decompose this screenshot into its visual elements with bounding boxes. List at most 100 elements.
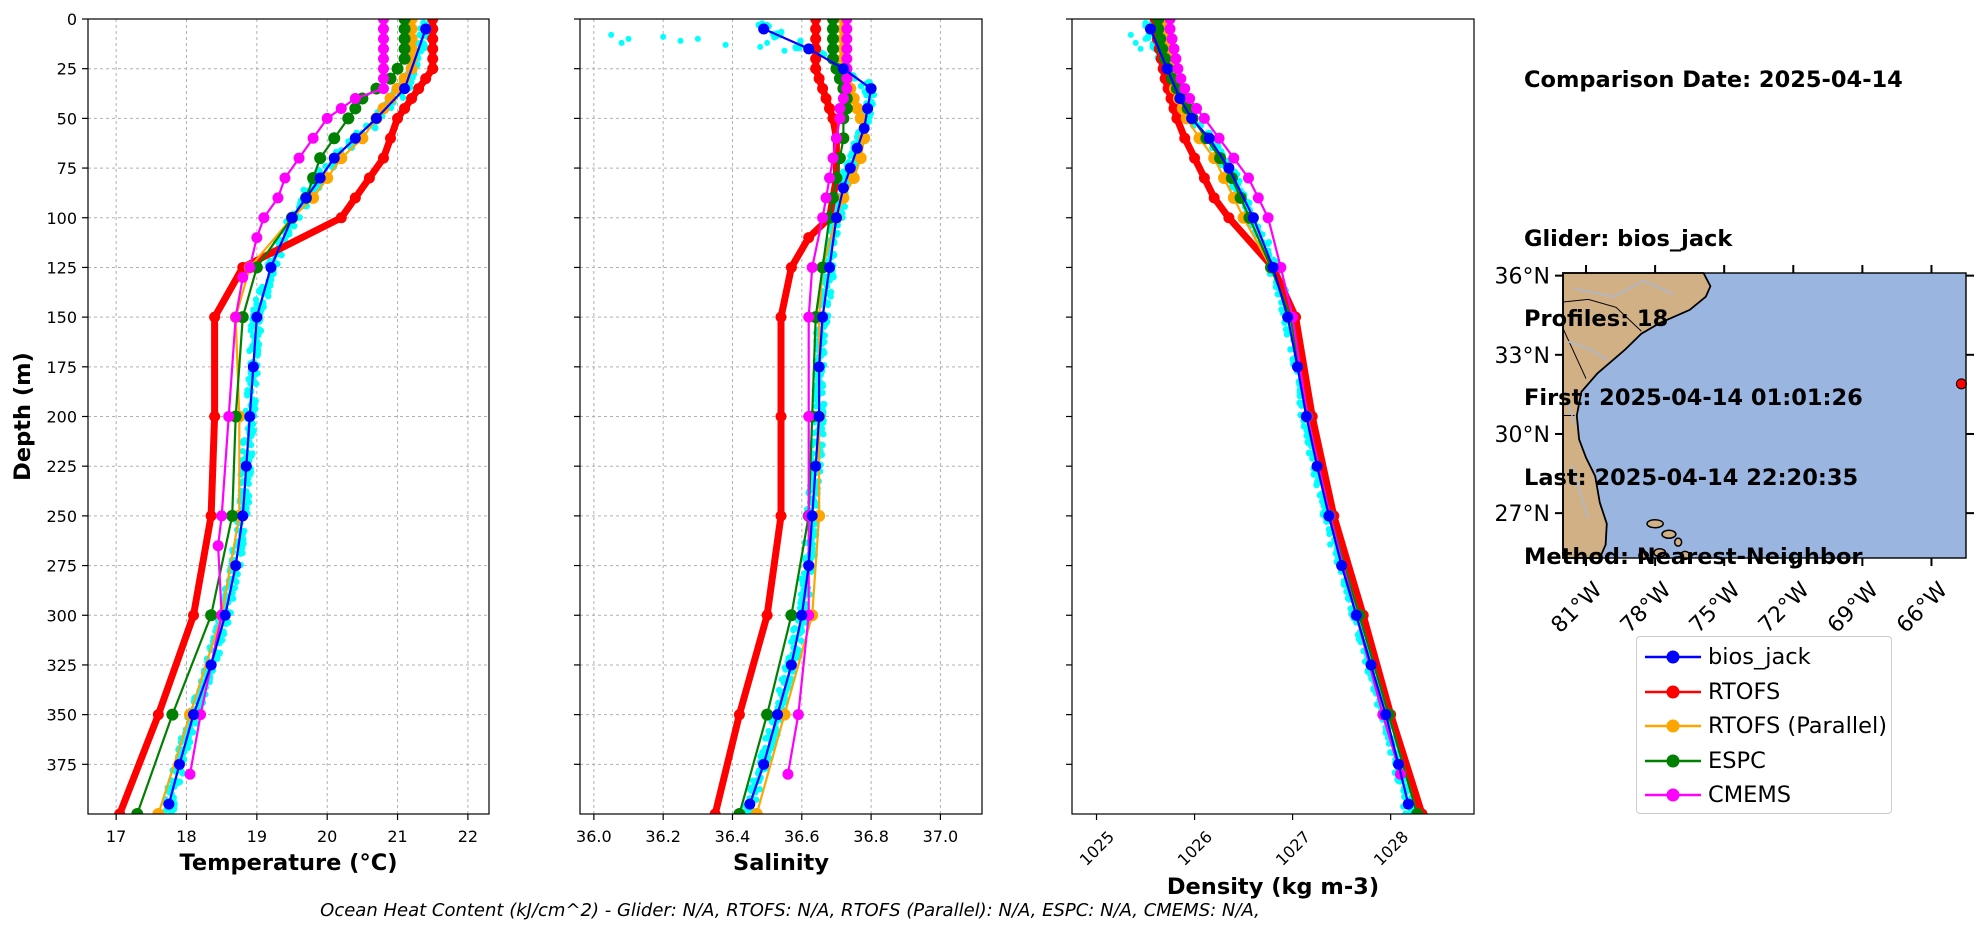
series-point — [733, 808, 746, 814]
axes-frame — [1071, 18, 1475, 815]
y-tick-label: 150 — [46, 308, 77, 327]
glider-scatter-point — [764, 39, 771, 46]
series-point — [244, 411, 256, 422]
glider-scatter-point — [801, 570, 808, 577]
series-point — [854, 112, 867, 125]
plot-area — [1127, 19, 1428, 814]
glider-scatter-point — [821, 401, 828, 408]
profile-panel-1: 17 18 19 20 21 22 0 25 50 75 100 125 150 175 200 225 250… — [10, 10, 490, 876]
legend-item: RTOFS — [1637, 679, 1891, 714]
glider-scatter-point — [812, 520, 819, 528]
series-bios-jack — [1144, 23, 1414, 810]
glider-scatter-point — [618, 39, 625, 46]
x-tick-label: 21 — [387, 827, 407, 846]
series-point — [1393, 758, 1405, 770]
series-point — [427, 33, 439, 45]
series-point — [1179, 83, 1191, 95]
series-point — [1170, 53, 1182, 65]
series-point — [392, 112, 404, 124]
series-point — [810, 19, 822, 25]
series-point — [775, 411, 787, 422]
island — [1653, 547, 1667, 558]
series-point — [803, 311, 815, 323]
series-point — [1350, 609, 1362, 621]
series-point — [1252, 192, 1264, 204]
glider-scatter-point — [1309, 455, 1316, 462]
method: Method: Nearest-Neighbor — [1524, 544, 1863, 570]
x-axis-label: Density (kg m-3) — [1167, 874, 1379, 900]
glider-scatter-point — [778, 676, 786, 683]
series-point — [837, 93, 849, 104]
legend-marker — [1666, 754, 1680, 767]
series-point — [841, 33, 853, 45]
series-point — [349, 132, 361, 144]
series-point — [803, 43, 815, 55]
y-tick-label: 300 — [46, 606, 77, 625]
last-time: Last: 2025-04-14 22:20:35 — [1524, 464, 1859, 491]
glider-scatter-point — [660, 33, 667, 40]
series-point — [328, 152, 340, 164]
series-point — [1311, 460, 1323, 472]
series-point — [131, 808, 144, 814]
glider-scatter-point — [1132, 39, 1139, 46]
x-tick-label: 36.0 — [576, 827, 612, 846]
series-point — [1223, 212, 1235, 224]
y-tick-label: 250 — [46, 507, 77, 526]
glider-scatter-point — [812, 403, 820, 410]
glider-scatter-point — [841, 203, 848, 210]
series-point — [1365, 659, 1377, 671]
glider-scatter-point — [1326, 530, 1333, 538]
series-point — [413, 83, 425, 95]
plot-area — [608, 19, 878, 814]
series-point — [237, 271, 249, 283]
legend-swatch — [1645, 788, 1701, 802]
series-point — [830, 212, 842, 224]
first-time: First: 2025-04-14 01:01:26 — [1524, 385, 1863, 411]
glider-scatter-point — [296, 214, 303, 221]
glider-scatter-point — [819, 441, 826, 449]
series-point — [247, 361, 259, 373]
lat-tick-label: 30°N — [1495, 423, 1550, 448]
comparison-date: Comparison Date: 2025-04-14 — [1524, 67, 1903, 93]
series-point — [152, 709, 164, 721]
info-panel: Comparison Date: 2025-04-14 Glider: bios… — [1524, 14, 1903, 597]
series-point — [209, 311, 221, 323]
x-tick-label: 1028 — [1370, 827, 1412, 869]
series-point — [1267, 261, 1279, 273]
series-point — [335, 212, 347, 224]
y-tick-label: 100 — [46, 209, 77, 228]
x-tick-label: 1027 — [1272, 827, 1314, 869]
series-point — [427, 43, 439, 55]
series-point — [796, 609, 808, 621]
series-point — [813, 411, 825, 422]
series-point — [862, 102, 874, 114]
series-point — [205, 609, 218, 622]
glider-scatter-point — [798, 637, 805, 645]
glider-scatter-point — [1283, 331, 1291, 338]
series-point — [385, 132, 397, 144]
glider-scatter-point — [820, 430, 827, 438]
series-point — [398, 22, 411, 35]
series-point — [750, 808, 763, 814]
series-point — [1164, 19, 1176, 25]
glider-scatter-point — [608, 31, 615, 38]
y-tick-label: 375 — [46, 755, 77, 774]
series-point — [1189, 152, 1201, 164]
glider-scatter-point — [1313, 481, 1320, 489]
series-point — [1275, 261, 1287, 273]
glider-scatter-point — [722, 41, 729, 48]
series-point — [851, 102, 864, 115]
glider-scatter-point — [1137, 45, 1144, 52]
glider-scatter-point — [231, 584, 239, 592]
glider-scatter-point — [765, 727, 772, 735]
glider-scatter-point — [168, 809, 175, 814]
series-point — [420, 73, 432, 85]
series-point — [830, 132, 842, 144]
series-point — [377, 63, 389, 75]
series-point — [349, 192, 361, 204]
series-point — [817, 83, 829, 95]
series-point — [420, 23, 432, 35]
series-point — [1152, 22, 1165, 35]
series-point — [1174, 93, 1186, 104]
series-point — [335, 102, 347, 114]
